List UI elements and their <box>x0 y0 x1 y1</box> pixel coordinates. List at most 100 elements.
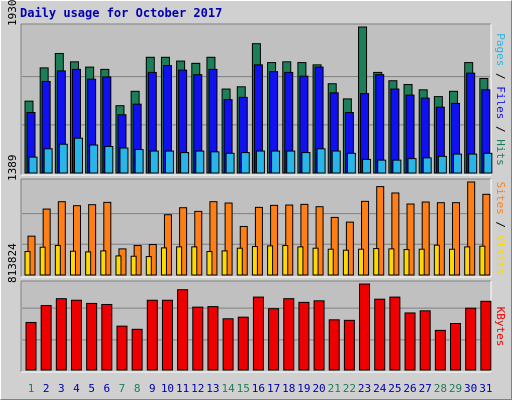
pages-bar <box>468 153 478 174</box>
pages-bar <box>453 153 463 174</box>
files-bar <box>375 74 385 174</box>
axis-label-part: / <box>494 66 507 86</box>
pages-bar <box>104 146 114 174</box>
pages-bar <box>164 150 174 174</box>
pages-bar <box>331 150 341 174</box>
sites-bar <box>342 249 349 276</box>
kbytes-bar <box>480 300 492 371</box>
visits-bar <box>452 202 461 276</box>
axis-label-part: / <box>494 215 507 235</box>
pages-bar <box>134 149 144 174</box>
axis-label-part: Visits <box>494 235 507 275</box>
x-tick-label: 27 <box>419 382 432 395</box>
kbytes-bar <box>192 306 204 371</box>
x-tick-label: 4 <box>73 382 80 395</box>
axis-label-middle: Sites / Visits <box>494 182 507 275</box>
kbytes-bar <box>268 308 280 371</box>
sites-bar <box>479 245 486 276</box>
pages-bar <box>240 152 250 174</box>
x-tick-label: 28 <box>434 382 447 395</box>
visits-bar <box>361 200 370 276</box>
axis-label-part: Hits <box>494 139 507 166</box>
kbytes-bar <box>404 312 416 371</box>
sites-bar <box>176 246 183 276</box>
sites-bar <box>115 255 122 276</box>
x-tick-label: 5 <box>88 382 95 395</box>
x-tick-label: 8 <box>134 382 141 395</box>
pages-bar <box>58 143 68 174</box>
kbytes-bar <box>40 305 52 371</box>
pages-bar <box>225 152 235 174</box>
pages-bar <box>73 137 83 174</box>
kbytes-bar <box>389 296 401 371</box>
pages-bar <box>422 157 432 174</box>
sites-bar <box>85 251 92 276</box>
kbytes-bar <box>86 302 98 371</box>
kbytes-bar <box>207 306 219 371</box>
kbytes-bar <box>161 299 173 371</box>
sites-bar <box>236 247 243 276</box>
visits-bar <box>88 204 97 276</box>
visits-bar <box>300 203 309 276</box>
kbytes-bar <box>283 298 295 371</box>
sites-bar <box>251 246 258 276</box>
x-tick-label: 9 <box>149 382 156 395</box>
kbytes-bar <box>101 303 113 371</box>
x-tick-label: 7 <box>119 382 126 395</box>
sites-bar <box>388 248 395 276</box>
sites-bar <box>449 248 456 276</box>
kbytes-bar <box>237 316 249 371</box>
kbytes-bar <box>450 323 462 371</box>
x-tick-label: 22 <box>343 382 356 395</box>
pages-bar <box>286 150 296 174</box>
kbytes-bar <box>328 319 340 371</box>
visits-bar <box>467 181 476 276</box>
kbytes-bar <box>343 319 355 371</box>
kbytes-bar <box>146 299 158 371</box>
sites-bar <box>221 250 228 276</box>
visits-bar <box>421 201 430 276</box>
visits-bar <box>406 203 415 276</box>
x-tick-label: 26 <box>403 382 416 395</box>
pages-bar <box>195 150 205 174</box>
x-tick-label: 15 <box>237 382 250 395</box>
chart-title: Daily usage for October 2017 <box>20 6 223 20</box>
kbytes-bar <box>177 289 189 371</box>
pages-bar <box>43 148 53 174</box>
sites-bar <box>282 245 289 276</box>
x-tick-label: 31 <box>479 382 492 395</box>
sites-bar <box>160 247 167 276</box>
visits-bar <box>391 192 400 276</box>
sites-bar <box>206 251 213 276</box>
x-tick-label: 24 <box>373 382 387 395</box>
sites-bar <box>24 251 31 276</box>
visits-bar <box>103 201 112 276</box>
kbytes-bar <box>252 296 264 371</box>
pages-bar <box>28 156 38 174</box>
pages-bar <box>362 158 372 174</box>
sites-bar <box>54 245 61 276</box>
kbytes-bar <box>434 329 446 371</box>
kbytes-bar <box>359 283 371 371</box>
axis-label-part: Sites <box>494 182 507 215</box>
kbytes-bar <box>374 298 386 371</box>
sites-bar <box>69 250 76 276</box>
pages-bar <box>119 147 129 174</box>
sites-bar <box>191 246 198 276</box>
pages-bar <box>180 152 190 174</box>
axis-label-part: Pages <box>494 33 507 66</box>
sites-bar <box>373 248 380 276</box>
sites-bar <box>39 246 46 276</box>
axis-label-part: Files <box>494 86 507 119</box>
sites-bar <box>433 244 440 276</box>
x-tick-label: 21 <box>328 382 341 395</box>
x-tick-label: 19 <box>297 382 310 395</box>
kbytes-bar <box>419 310 431 371</box>
x-tick-label: 2 <box>43 382 50 395</box>
visits-bar <box>163 214 172 276</box>
kbytes-bar <box>55 298 67 371</box>
sites-bar <box>100 250 107 276</box>
sites-bar <box>327 248 334 276</box>
sites-bar <box>464 246 471 276</box>
visits-bar <box>224 202 233 276</box>
